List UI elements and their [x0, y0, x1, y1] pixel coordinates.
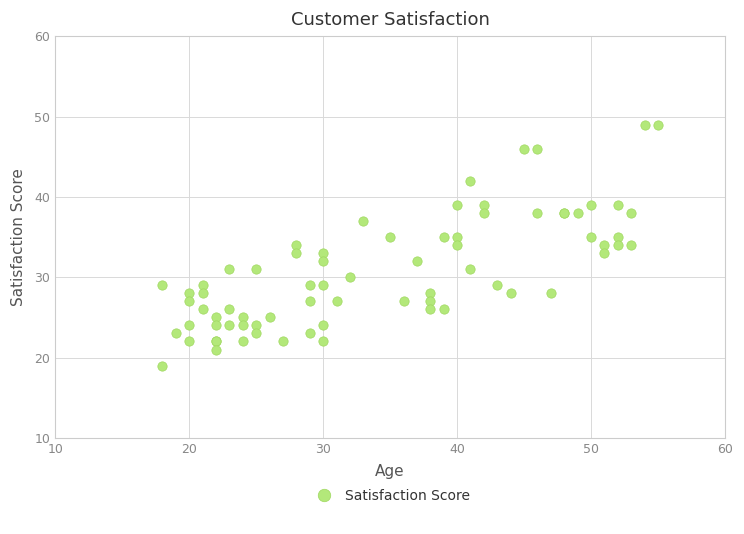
Point	[304, 281, 315, 289]
X-axis label: Age: Age	[375, 464, 405, 479]
Point	[330, 297, 342, 305]
Point	[290, 241, 302, 249]
Point	[424, 289, 436, 297]
Point	[531, 144, 543, 153]
Point	[451, 233, 463, 241]
Point	[210, 313, 222, 321]
Point	[250, 265, 262, 273]
Point	[223, 321, 235, 329]
Point	[317, 249, 329, 257]
Point	[464, 265, 476, 273]
Point	[183, 321, 195, 329]
Point	[411, 257, 423, 265]
Point	[625, 241, 637, 249]
Point	[277, 337, 289, 345]
Point	[585, 201, 597, 209]
Point	[210, 337, 222, 345]
Point	[196, 305, 208, 313]
Point	[571, 209, 583, 217]
Point	[183, 289, 195, 297]
Point	[518, 144, 530, 153]
Point	[464, 177, 476, 185]
Point	[424, 305, 436, 313]
Point	[437, 305, 449, 313]
Point	[290, 249, 302, 257]
Point	[397, 297, 409, 305]
Point	[170, 329, 182, 337]
Point	[451, 201, 463, 209]
Point	[237, 337, 248, 345]
Point	[223, 265, 235, 273]
Y-axis label: Satisfaction Score: Satisfaction Score	[11, 168, 26, 306]
Point	[304, 329, 315, 337]
Point	[183, 297, 195, 305]
Point	[625, 209, 637, 217]
Point	[317, 337, 329, 345]
Point	[210, 337, 222, 345]
Point	[223, 305, 235, 313]
Point	[504, 289, 516, 297]
Point	[638, 120, 650, 129]
Point	[196, 281, 208, 289]
Point	[344, 273, 356, 281]
Point	[317, 257, 329, 265]
Point	[424, 297, 436, 305]
Point	[304, 297, 315, 305]
Point	[250, 321, 262, 329]
Point	[558, 209, 570, 217]
Point	[384, 233, 396, 241]
Point	[598, 249, 610, 257]
Point	[263, 313, 275, 321]
Point	[196, 289, 208, 297]
Point	[237, 321, 248, 329]
Point	[183, 337, 195, 345]
Point	[612, 241, 623, 249]
Point	[478, 209, 490, 217]
Point	[156, 362, 168, 370]
Point	[156, 281, 168, 289]
Point	[545, 289, 557, 297]
Point	[250, 329, 262, 337]
Legend: Satisfaction Score: Satisfaction Score	[310, 489, 470, 503]
Point	[585, 233, 597, 241]
Point	[437, 233, 449, 241]
Point	[612, 201, 623, 209]
Point	[210, 345, 222, 354]
Point	[210, 321, 222, 329]
Point	[491, 281, 503, 289]
Point	[357, 217, 369, 225]
Title: Customer Satisfaction: Customer Satisfaction	[291, 11, 490, 29]
Point	[451, 241, 463, 249]
Point	[317, 281, 329, 289]
Point	[317, 321, 329, 329]
Point	[558, 209, 570, 217]
Point	[652, 120, 664, 129]
Point	[612, 233, 623, 241]
Point	[598, 241, 610, 249]
Point	[237, 313, 248, 321]
Point	[478, 201, 490, 209]
Point	[531, 209, 543, 217]
